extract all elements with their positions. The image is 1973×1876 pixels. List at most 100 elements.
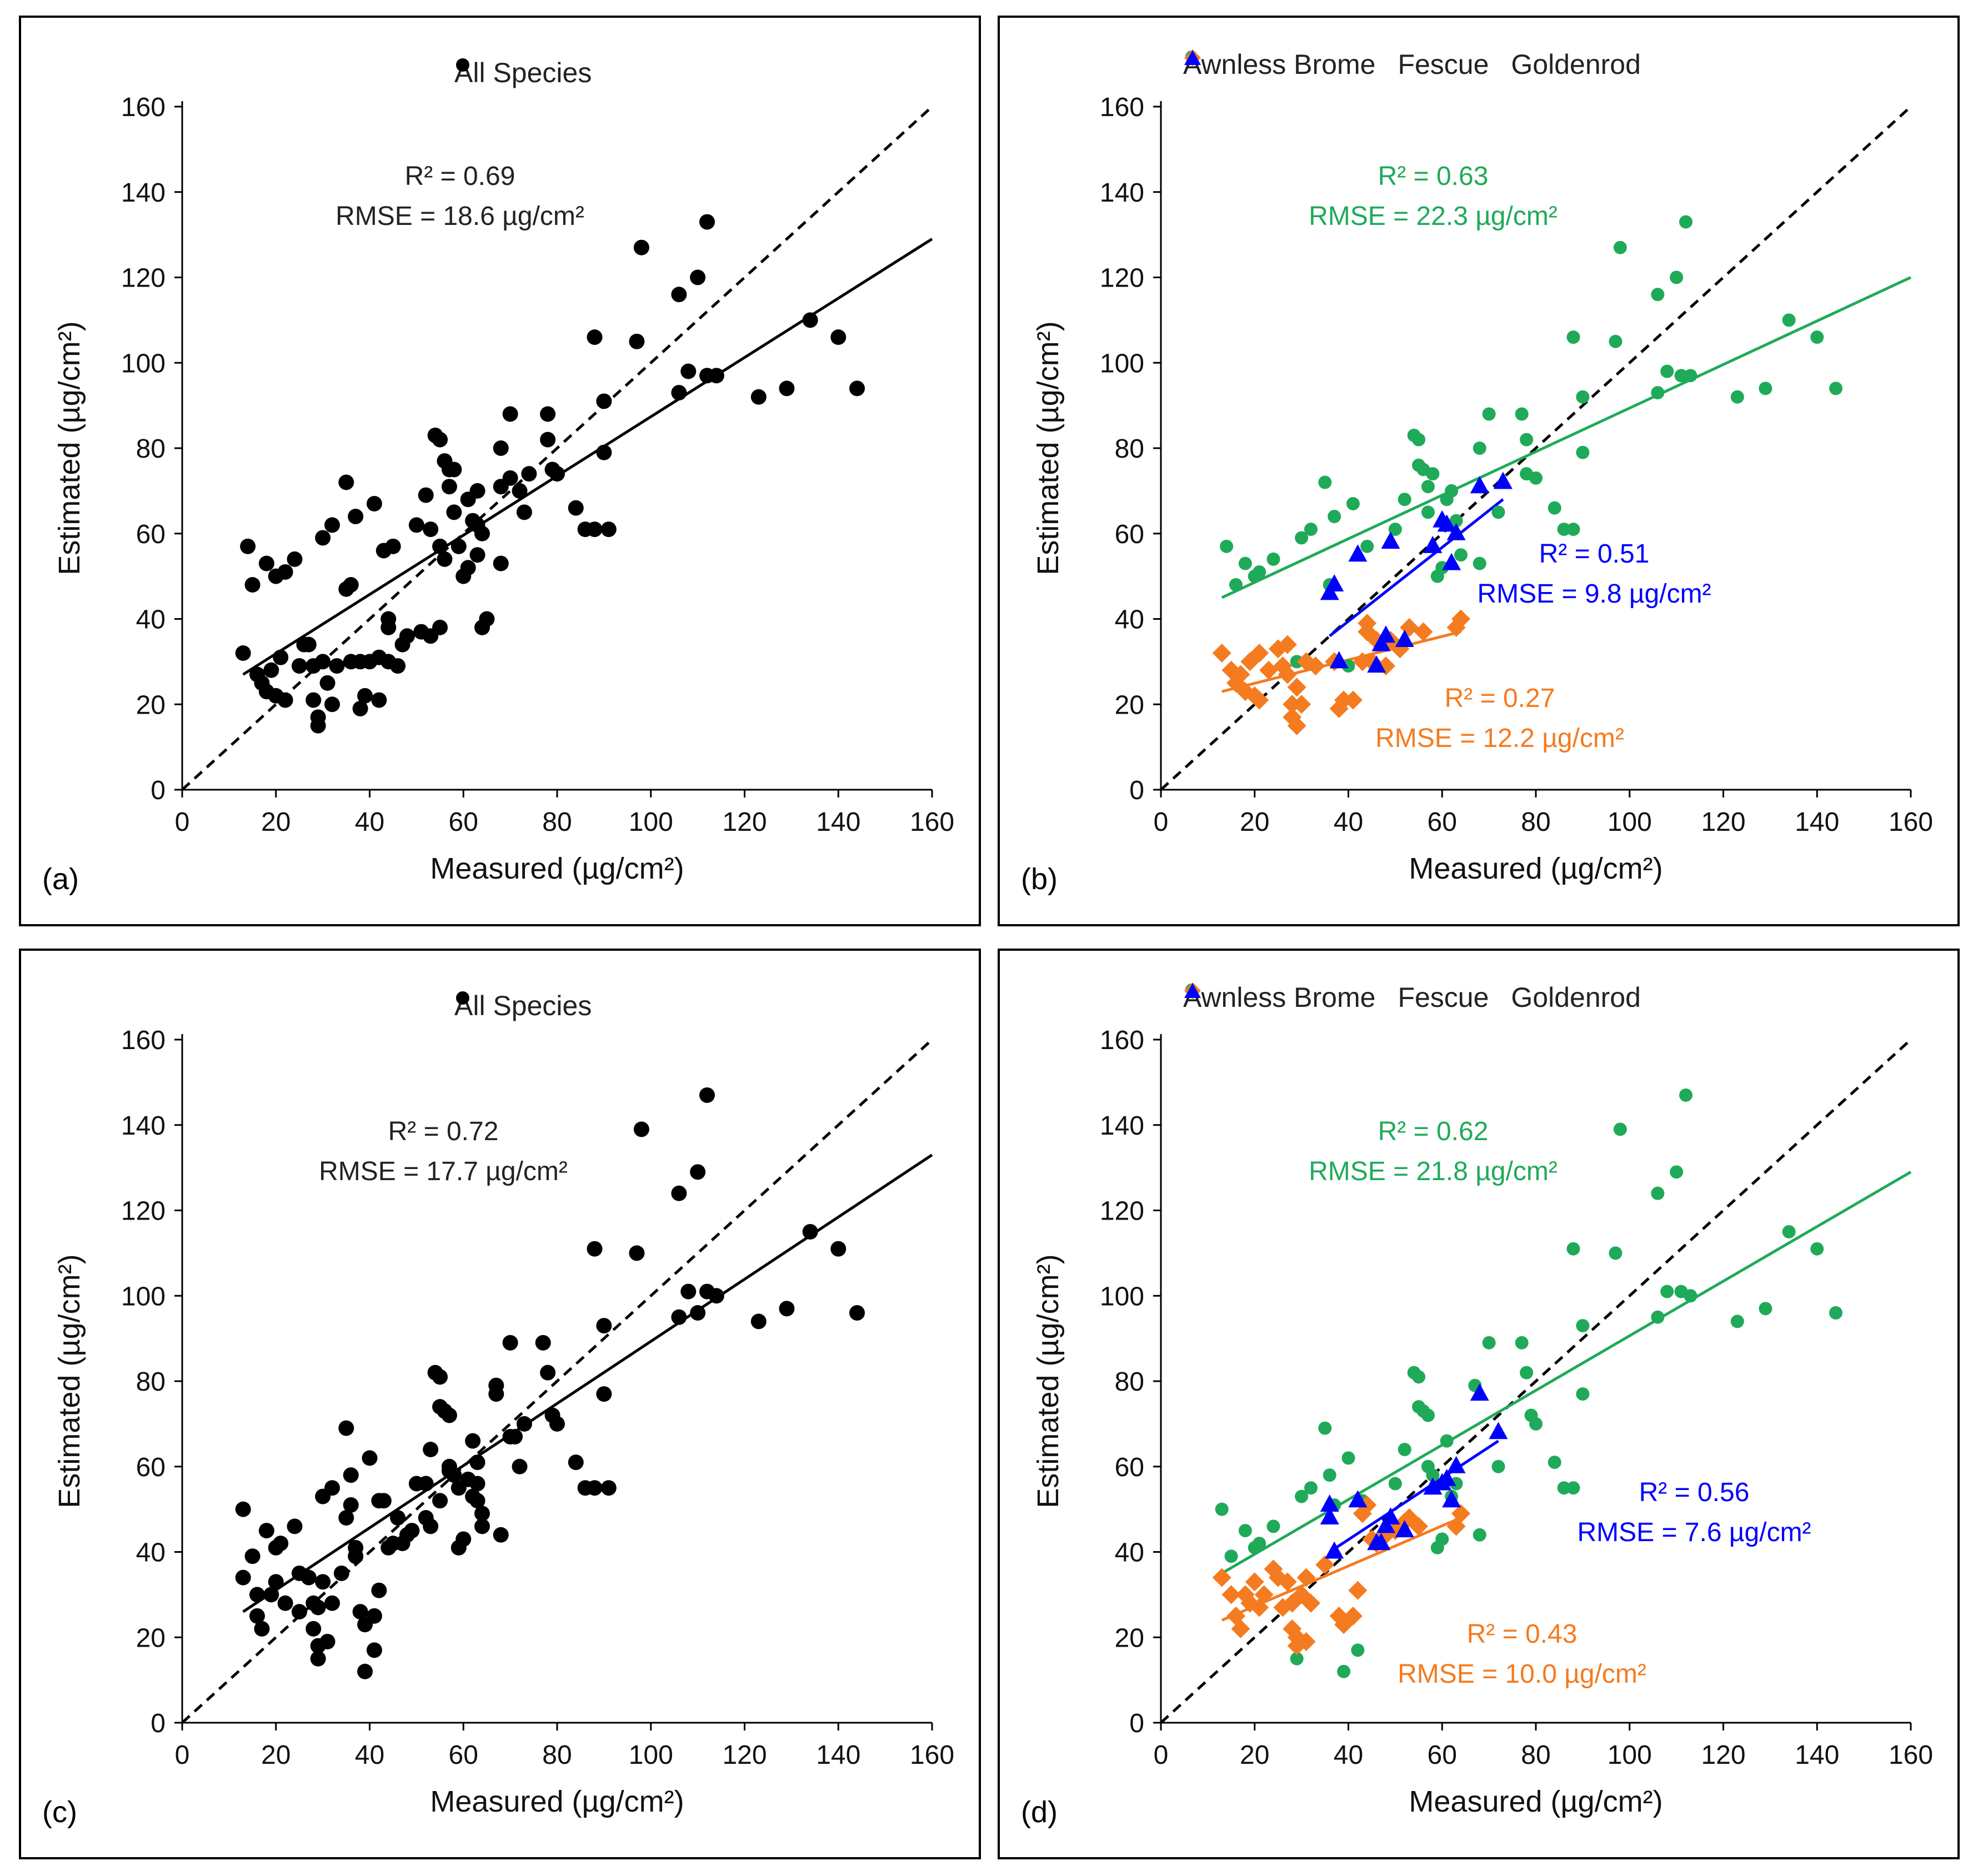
x-axis-title: Measured (µg/cm²) (1409, 852, 1662, 885)
awnless-brome-point (1613, 240, 1627, 254)
fescue-point (1231, 1619, 1250, 1638)
awnless-brome-point (1473, 1528, 1486, 1542)
all-species-point (371, 692, 387, 708)
all-species-point (432, 619, 448, 635)
fescue-point (1451, 1504, 1470, 1523)
awnless-brome-point (1360, 539, 1374, 553)
all-species-point (493, 555, 509, 571)
all-species-point (287, 1518, 303, 1534)
y-tick-label: 120 (121, 264, 166, 293)
all-species-point (375, 1493, 392, 1509)
goldenrod-point (1320, 1494, 1339, 1512)
awnless-brome-point (1229, 578, 1243, 591)
circle-marker-icon (456, 991, 469, 1005)
y-tick-label: 140 (121, 1111, 166, 1141)
legend-a: All Species (454, 57, 592, 89)
awnless-brome-point (1290, 1652, 1304, 1666)
all-species-point (469, 547, 485, 563)
y-axis-title: Estimated (µg/cm²) (1031, 321, 1065, 575)
x-tick-label: 160 (1889, 807, 1933, 837)
rmse-label: RMSE = 22.3 µg/cm² (1309, 202, 1558, 231)
all-species-point (324, 1480, 340, 1496)
x-axis-title: Measured (µg/cm²) (1409, 1785, 1662, 1818)
one-to-one-line (181, 1039, 933, 1724)
rmse-label: RMSE = 9.8 µg/cm² (1477, 579, 1711, 609)
y-tick-label: 120 (121, 1197, 166, 1226)
x-tick-label: 60 (449, 807, 478, 837)
all-species-point (671, 1309, 687, 1325)
r2-label: R² = 0.43 (1466, 1619, 1578, 1649)
fescue-point (1231, 665, 1250, 684)
y-tick-label: 80 (1115, 1367, 1144, 1397)
all-species-point (633, 239, 649, 255)
awnless-brome-point (1215, 1502, 1229, 1516)
awnless-brome-point (1220, 539, 1234, 553)
rmse-label: RMSE = 17.7 µg/cm² (319, 1157, 568, 1186)
annotation-b-0: R² = 0.63 RMSE = 22.3 µg/cm² (1294, 157, 1572, 237)
all-species-point (244, 1548, 261, 1564)
all-species-point (540, 1365, 556, 1381)
goldenrod-point (1367, 655, 1386, 673)
x-tick-label: 80 (542, 1740, 572, 1770)
all-species-point (432, 432, 448, 448)
all-species-point (690, 1164, 706, 1180)
annotation-d-1: R² = 0.56 RMSE = 7.6 µg/cm² (1561, 1473, 1827, 1553)
r2-label: R² = 0.69 (404, 162, 515, 191)
y-tick-label: 120 (1100, 1197, 1144, 1226)
all-species-point (324, 696, 340, 713)
all-species-point (408, 517, 424, 533)
legend-label: All Species (454, 57, 592, 88)
fescue-point (1306, 656, 1325, 676)
all-species-point (371, 1582, 387, 1598)
all-species-point (600, 1480, 617, 1496)
legend-item-awnless-brome-d: Awnless Brome (1183, 981, 1375, 1014)
plot-area-d: 0 20 40 60 80 100 120 140 160 0 20 40 60 80 100 120 140 1… (1031, 1026, 1933, 1818)
all-species-point (535, 1335, 551, 1351)
all-species-point (333, 1565, 349, 1581)
legend-item-awnless-brome-b: Awnless Brome (1183, 48, 1375, 81)
all-species-point (338, 474, 354, 490)
all-species-point (512, 1458, 528, 1474)
awnless-brome-point (1679, 1088, 1692, 1102)
awnless-brome-point (1491, 505, 1505, 519)
all-species-point (469, 1476, 485, 1492)
awnless-brome-point (1398, 493, 1411, 506)
y-tick-label: 100 (1100, 1282, 1144, 1311)
awnless-brome-point (1351, 1643, 1365, 1657)
y-tick-label: 100 (121, 349, 166, 378)
awnless-brome-point (1609, 1246, 1623, 1260)
all-species-point (469, 483, 485, 499)
goldenrod-point (1381, 1507, 1400, 1524)
awnless-brome-point (1473, 556, 1486, 570)
goldenrod-point (1329, 651, 1349, 669)
y-tick-label: 140 (1100, 178, 1144, 208)
awnless-brome-point (1388, 1477, 1402, 1491)
circle-marker-icon (456, 58, 469, 72)
all-species-point (357, 1663, 373, 1679)
goldenrod-point (1348, 1490, 1368, 1508)
goldenrod-point (1437, 514, 1456, 532)
all-species-point (235, 645, 251, 661)
y-tick-label: 60 (136, 1453, 166, 1482)
y-tick-label: 0 (1129, 776, 1144, 805)
all-species-point (343, 1497, 359, 1513)
all-species-point (596, 444, 612, 460)
y-tick-label: 0 (151, 776, 166, 805)
all-species-point (362, 1450, 378, 1466)
awnless-brome-point (1557, 523, 1571, 536)
annotation-c-0: R² = 0.72 RMSE = 17.7 µg/cm² (310, 1112, 577, 1192)
y-tick-label: 80 (136, 1367, 166, 1397)
awnless-brome-point (1341, 1451, 1355, 1465)
awnless-brome-point (1318, 475, 1332, 489)
awnless-brome-point (1328, 510, 1341, 523)
all-species-point (830, 329, 847, 345)
legend-label: Goldenrod (1511, 49, 1641, 80)
all-species-point (502, 1335, 518, 1351)
all-species-point (507, 1428, 523, 1444)
fescue-point (1250, 644, 1269, 663)
awnless-brome-point (1421, 480, 1435, 494)
goldenrod-point (1376, 625, 1395, 643)
legend-label: All Species (454, 990, 592, 1021)
legend-label: Awnless Brome (1183, 982, 1376, 1013)
all-species-point (437, 551, 453, 567)
